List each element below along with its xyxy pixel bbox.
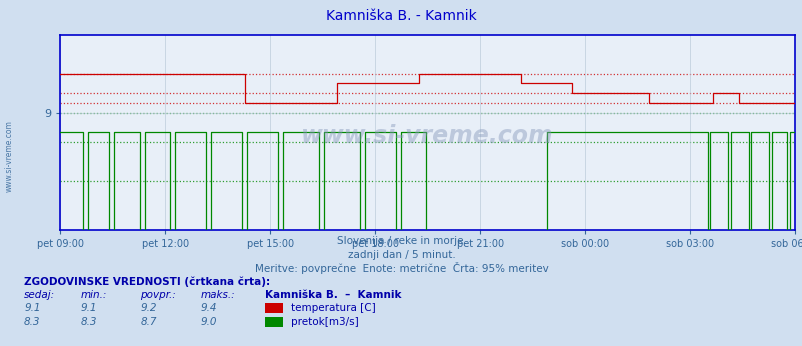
Text: 9.0: 9.0	[200, 317, 217, 327]
Text: 9.1: 9.1	[80, 303, 97, 313]
Text: povpr.:: povpr.:	[140, 290, 176, 300]
Text: temperatura [C]: temperatura [C]	[290, 303, 375, 313]
Text: 9.2: 9.2	[140, 303, 157, 313]
Text: Kamniška B. - Kamnik: Kamniška B. - Kamnik	[326, 9, 476, 22]
Text: 9.1: 9.1	[24, 303, 41, 313]
Text: Meritve: povprečne  Enote: metrične  Črta: 95% meritev: Meritve: povprečne Enote: metrične Črta:…	[254, 262, 548, 274]
Text: zadnji dan / 5 minut.: zadnji dan / 5 minut.	[347, 250, 455, 260]
Text: 9.4: 9.4	[200, 303, 217, 313]
Text: 8.3: 8.3	[80, 317, 97, 327]
Text: Kamniška B.  –  Kamnik: Kamniška B. – Kamnik	[265, 290, 401, 300]
Text: sedaj:: sedaj:	[24, 290, 55, 300]
Text: pretok[m3/s]: pretok[m3/s]	[290, 317, 358, 327]
Text: 8.7: 8.7	[140, 317, 157, 327]
Text: www.si-vreme.com: www.si-vreme.com	[5, 120, 14, 192]
Text: min.:: min.:	[80, 290, 107, 300]
Text: maks.:: maks.:	[200, 290, 235, 300]
Text: Slovenija / reke in morje.: Slovenija / reke in morje.	[336, 236, 466, 246]
Text: www.si-vreme.com: www.si-vreme.com	[301, 124, 553, 148]
Text: 8.3: 8.3	[24, 317, 41, 327]
Text: ZGODOVINSKE VREDNOSTI (črtkana črta):: ZGODOVINSKE VREDNOSTI (črtkana črta):	[24, 277, 270, 288]
